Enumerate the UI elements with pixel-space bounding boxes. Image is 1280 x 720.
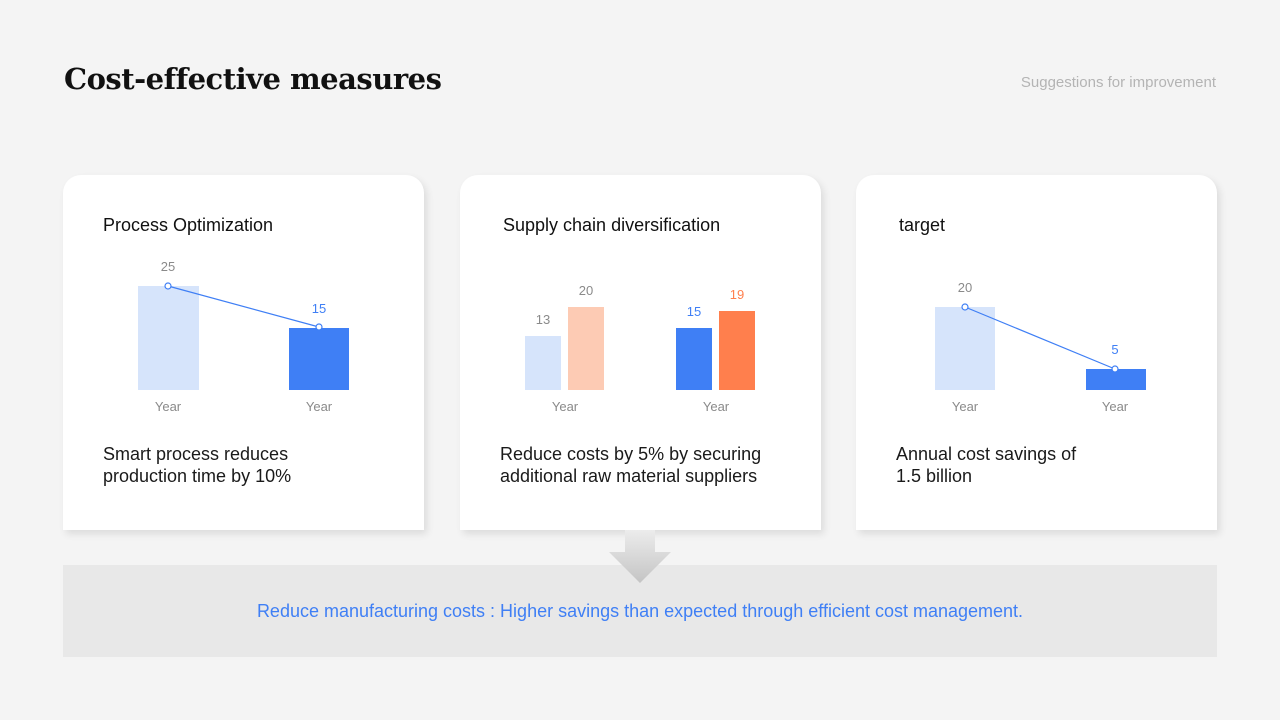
description-line: Reduce costs by 5% by securing (500, 444, 762, 464)
value-label: 15 (312, 301, 326, 316)
x-axis-label: Year (306, 399, 333, 414)
bar-group2-b (719, 311, 755, 390)
description-line: additional raw material suppliers (500, 466, 758, 486)
value-label: 13 (536, 312, 550, 327)
description-line: production time by 10% (103, 466, 292, 486)
card-description: Reduce costs by 5% by securing additiona… (500, 443, 800, 487)
card-title: target (899, 215, 946, 235)
x-axis-label: Year (552, 399, 579, 414)
bar-group2-a (676, 328, 712, 390)
x-axis-label: Year (952, 399, 979, 414)
x-axis-label: Year (703, 399, 730, 414)
description-line: Smart process reduces (103, 444, 289, 464)
bar-previous (138, 286, 199, 390)
page-subtitle: Suggestions for improvement (1020, 74, 1216, 91)
bar-line-chart: 25 15 Year Year (138, 259, 349, 414)
bar-current (1086, 369, 1146, 390)
bar-group1-b (568, 307, 604, 390)
description-line: 1.5 billion (896, 466, 973, 486)
summary-text: Reduce manufacturing costs : Higher savi… (256, 600, 1024, 621)
card-supply-chain-diversification: Supply chain diversification 13 20 15 19… (460, 175, 821, 530)
bar-current (289, 328, 349, 390)
bar-line-chart: 20 5 Year Year (935, 280, 1146, 414)
value-label: 19 (730, 287, 744, 302)
trend-line (167, 285, 320, 328)
data-point (315, 323, 323, 331)
value-label: 5 (1111, 342, 1118, 357)
data-point (164, 282, 172, 290)
page-title: Cost-effective measures (64, 62, 442, 96)
card-description: Smart process reduces production time by… (103, 443, 403, 487)
data-point (1111, 365, 1119, 373)
bar-group1-a (525, 336, 561, 390)
value-label: 20 (579, 283, 593, 298)
card-target: target 20 5 Year Year Annual cost saving… (856, 175, 1217, 530)
description-line: Annual cost savings of (896, 444, 1077, 464)
x-axis-label: Year (155, 399, 182, 414)
data-point (961, 303, 969, 311)
value-label: 25 (161, 259, 175, 274)
value-label: 20 (958, 280, 972, 295)
value-label: 15 (687, 304, 701, 319)
card-title: Process Optimization (103, 215, 274, 235)
trend-line (964, 306, 1116, 370)
card-description: Annual cost savings of 1.5 billion (896, 443, 1196, 487)
grouped-bar-chart: 13 20 15 19 Year Year (525, 283, 755, 414)
arrow-down-icon (608, 530, 672, 584)
card-title: Supply chain diversification (503, 215, 721, 235)
bar-previous (935, 307, 995, 390)
x-axis-label: Year (1102, 399, 1129, 414)
card-process-optimization: Process Optimization 25 15 Year Year Sma… (63, 175, 424, 530)
